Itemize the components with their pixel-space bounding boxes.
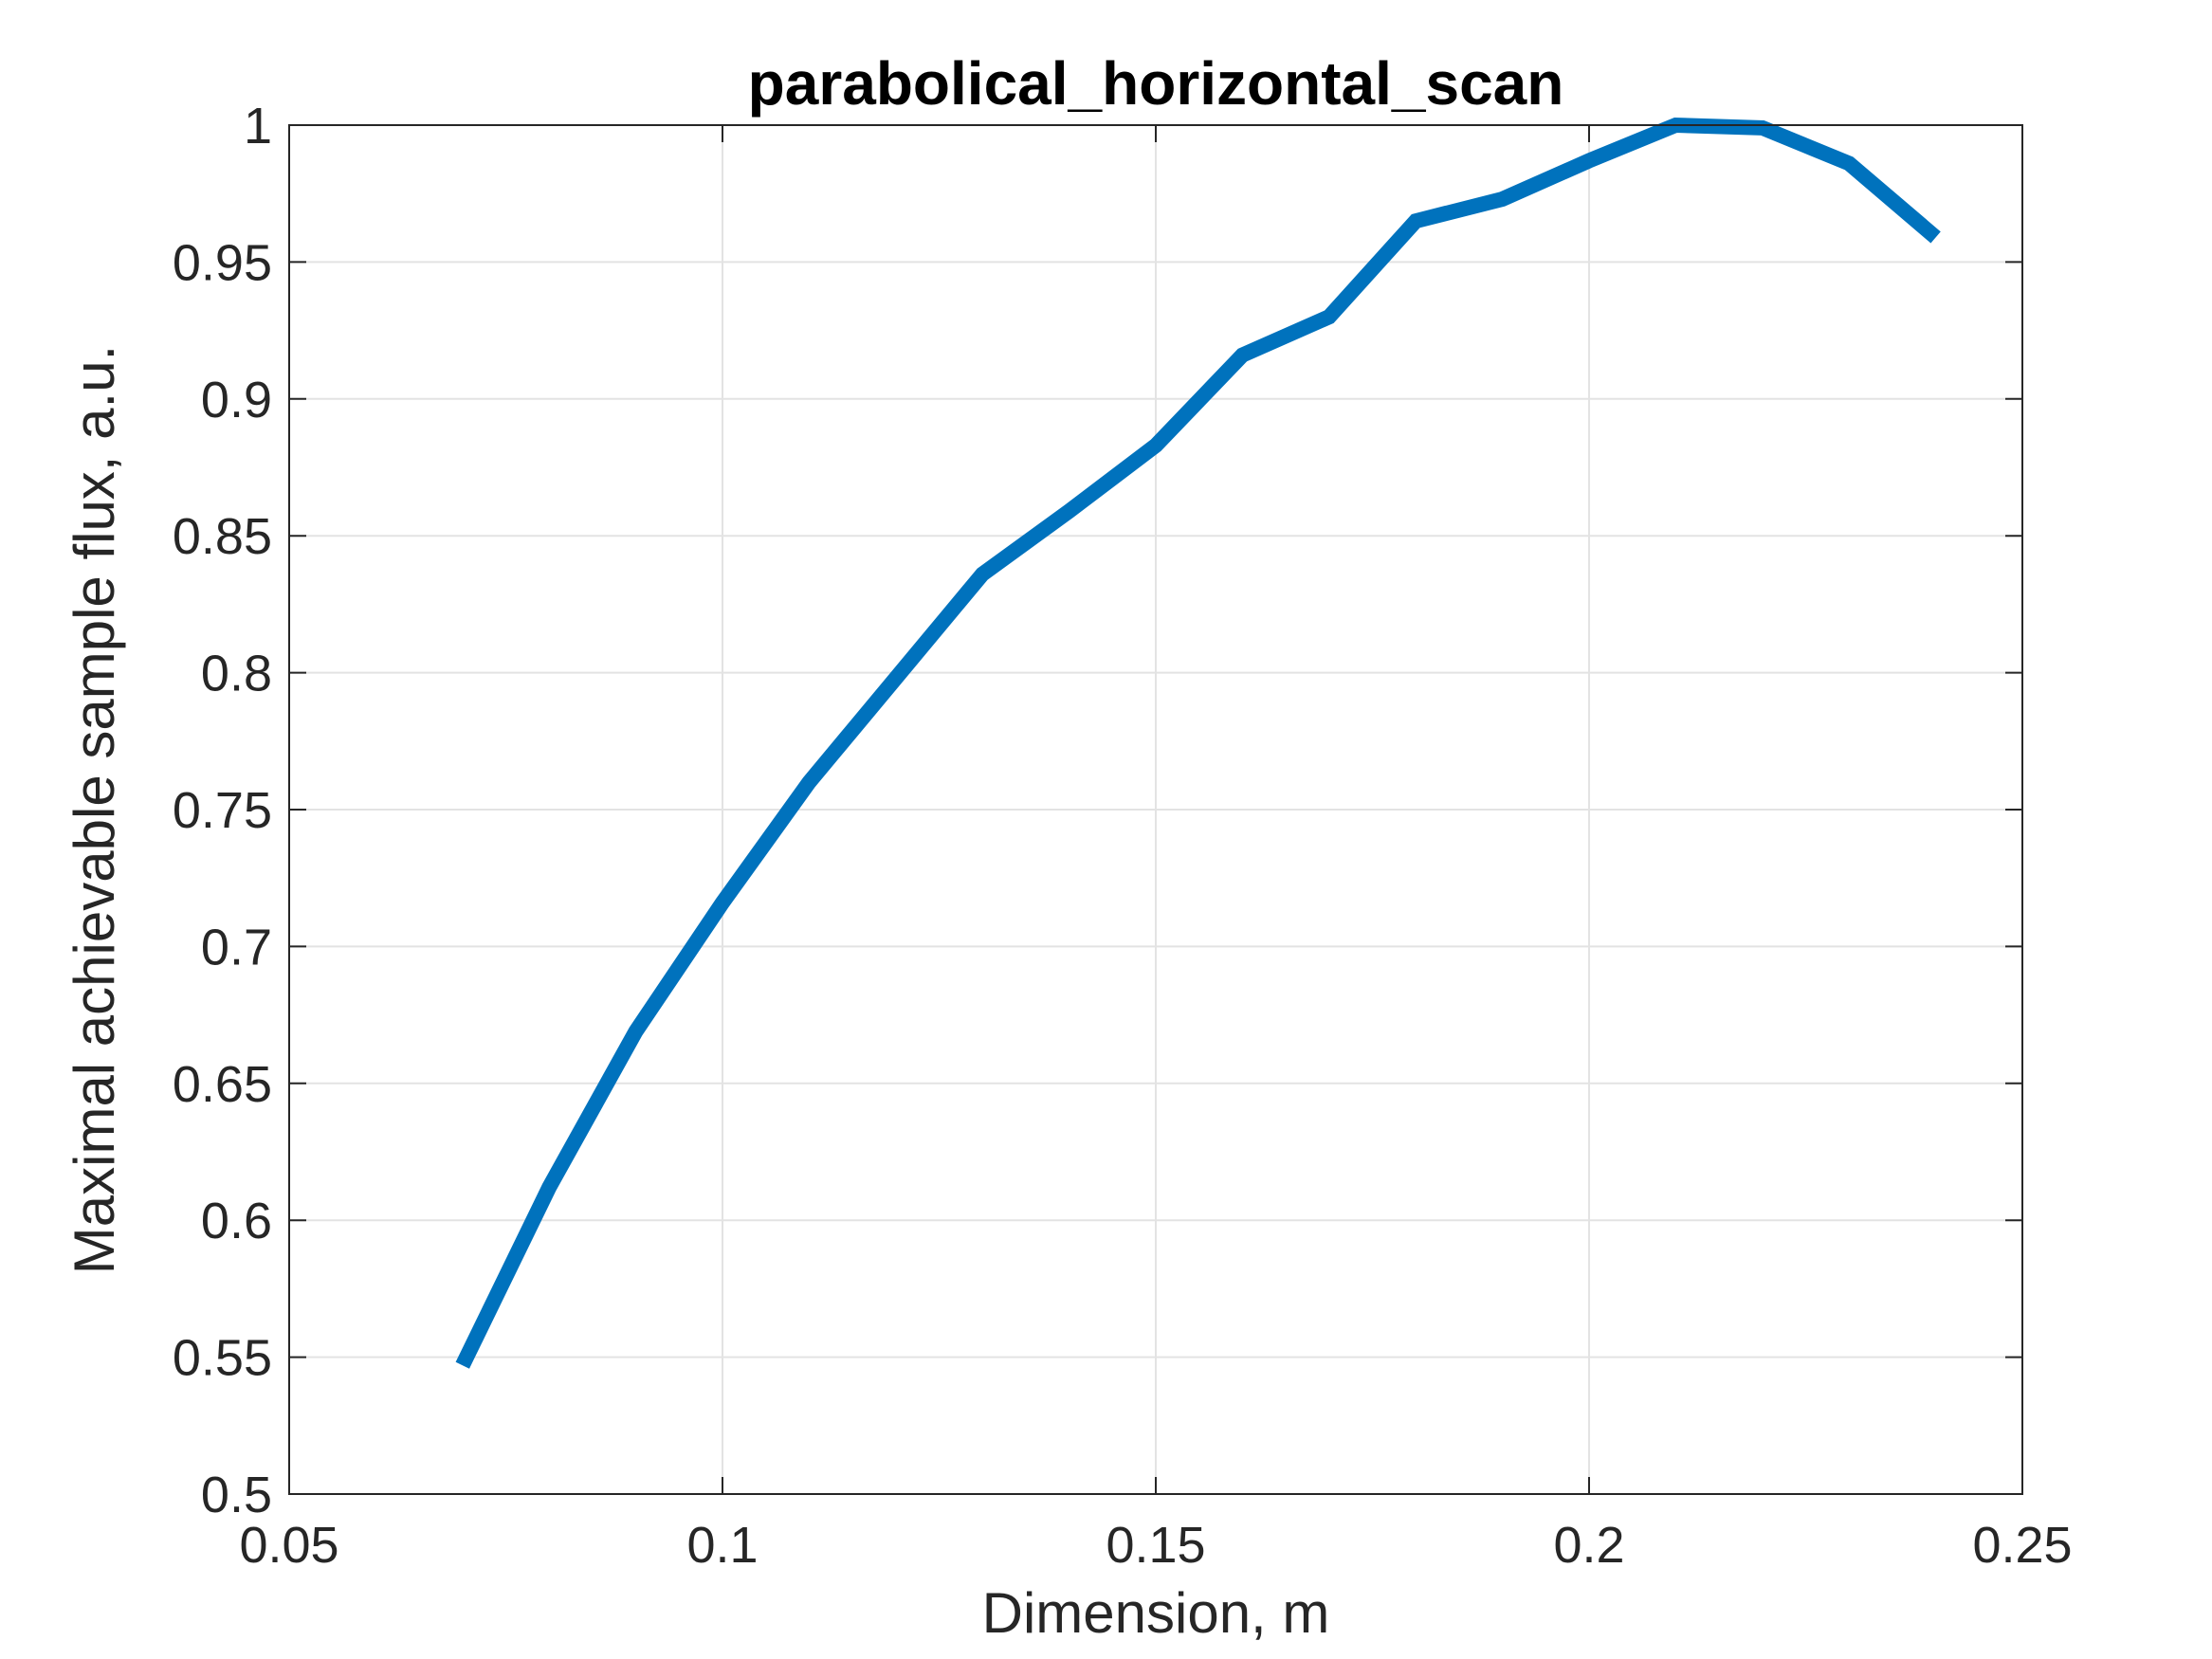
grid-lines bbox=[289, 125, 2022, 1494]
y-tick-label: 0.5 bbox=[201, 1467, 272, 1523]
x-tick-label: 0.25 bbox=[1972, 1517, 2072, 1574]
x-tick-label: 0.1 bbox=[686, 1517, 758, 1574]
y-tick-label: 0.85 bbox=[173, 508, 272, 565]
y-axis-label: Maximal achievable sample flux, a.u. bbox=[63, 345, 126, 1274]
y-tick-label: 0.95 bbox=[173, 234, 272, 291]
y-tick-label: 0.75 bbox=[173, 782, 272, 839]
x-axis-label: Dimension, m bbox=[982, 1581, 1330, 1645]
y-tick-label: 0.9 bbox=[201, 372, 272, 428]
x-tick-label: 0.2 bbox=[1553, 1517, 1624, 1574]
chart-title: parabolical_horizontal_scan bbox=[748, 49, 1564, 118]
y-tick-labels: 0.5 0.55 0.6 0.65 0.7 0.75 0.8 0.85 0.9 0.95 1 bbox=[173, 98, 272, 1523]
x-tick-labels: 0.05 0.1 0.15 0.2 0.25 bbox=[239, 1517, 2072, 1574]
y-tick-label: 0.7 bbox=[201, 919, 272, 975]
y-tick-label: 0.55 bbox=[173, 1330, 272, 1387]
x-tick-label: 0.15 bbox=[1106, 1517, 1205, 1574]
y-tick-label: 0.6 bbox=[201, 1193, 272, 1249]
x-tick-label: 0.05 bbox=[239, 1517, 338, 1574]
y-tick-label: 0.8 bbox=[201, 646, 272, 702]
tick-marks bbox=[288, 124, 2023, 1495]
y-tick-label: 0.65 bbox=[173, 1056, 272, 1113]
y-tick-label: 1 bbox=[244, 98, 272, 155]
